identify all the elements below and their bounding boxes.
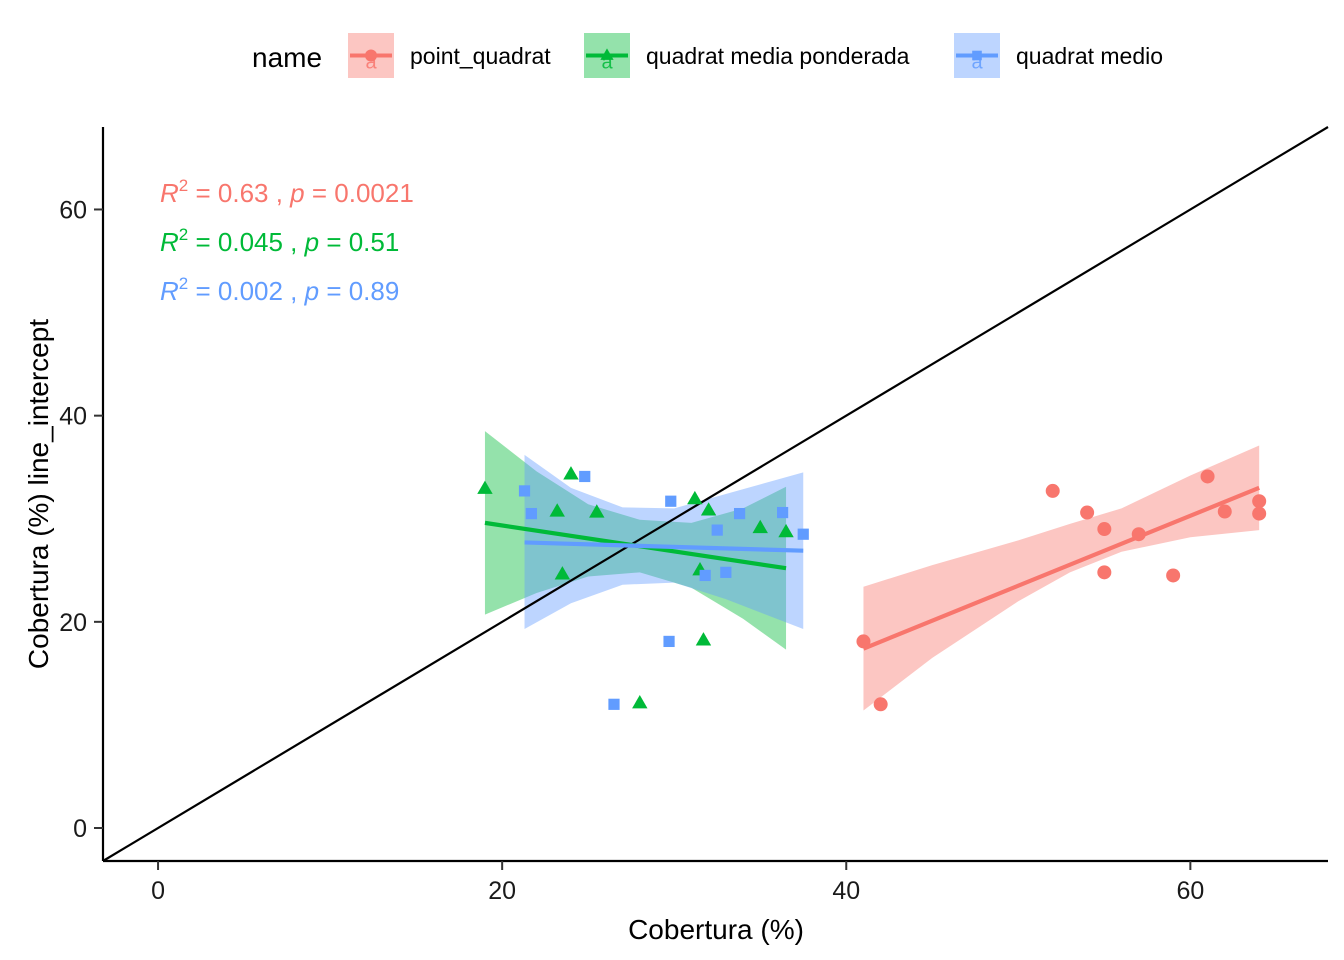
x-tick-label: 20 bbox=[488, 877, 516, 905]
data-point bbox=[856, 634, 871, 649]
confidence-bands bbox=[484, 431, 1260, 711]
data-point bbox=[1131, 527, 1146, 542]
confidence-band bbox=[484, 431, 787, 650]
data-point bbox=[699, 569, 711, 582]
y-tick-label: 40 bbox=[59, 403, 87, 431]
data-point bbox=[695, 632, 712, 646]
fit-lines bbox=[484, 485, 1260, 651]
legend-key-marker bbox=[600, 48, 614, 60]
identity-line bbox=[102, 126, 1329, 862]
x-tick-label: 0 bbox=[151, 877, 165, 905]
legend-key-letter: a bbox=[601, 52, 613, 74]
y-axis-title: Cobertura (%) line_intercept bbox=[23, 319, 54, 669]
data-point bbox=[589, 504, 605, 518]
data-point bbox=[554, 566, 571, 580]
data-point bbox=[752, 519, 768, 534]
legend: name a point_quadrat a quadrat media pondera… bbox=[252, 33, 1163, 78]
data-point bbox=[1252, 494, 1267, 509]
x-tick-label: 40 bbox=[832, 877, 860, 905]
data-point bbox=[525, 507, 538, 520]
data-point bbox=[608, 698, 620, 710]
axes: 0 20 40 60 0 20 40 60 bbox=[59, 127, 1328, 905]
legend-key-letter: a bbox=[365, 52, 377, 74]
legend-label: quadrat medio bbox=[1016, 43, 1163, 69]
stat-annotation: R2 = 0.63 , p = 0.0021 bbox=[160, 176, 414, 208]
legend-title: name bbox=[252, 42, 322, 73]
identity-line-group bbox=[102, 126, 1329, 862]
data-point bbox=[733, 507, 746, 520]
legend-item: a quadrat medio bbox=[954, 33, 1163, 78]
data-point bbox=[518, 485, 531, 497]
stat-annotation: R2 = 0.002 , p = 0.89 bbox=[160, 274, 399, 306]
y-tick-label: 20 bbox=[59, 609, 87, 637]
data-points bbox=[477, 466, 1267, 712]
data-point bbox=[711, 524, 723, 536]
data-point bbox=[1166, 568, 1181, 583]
legend-key-letter: a bbox=[971, 52, 983, 74]
data-point bbox=[665, 495, 677, 507]
stat-annotations: R2 = 0.63 , p = 0.0021 R2 = 0.045 , p = 0… bbox=[160, 176, 414, 306]
confidence-band bbox=[863, 445, 1260, 711]
data-point bbox=[1080, 505, 1095, 520]
data-point bbox=[776, 506, 789, 519]
stat-annotation: R2 = 0.045 , p = 0.51 bbox=[160, 225, 399, 257]
data-point bbox=[720, 566, 732, 578]
y-tick-label: 0 bbox=[73, 815, 87, 843]
legend-item: a quadrat media ponderada bbox=[584, 33, 910, 78]
data-point bbox=[579, 470, 591, 483]
data-point bbox=[563, 466, 579, 480]
data-point bbox=[778, 523, 794, 538]
data-point bbox=[1045, 483, 1060, 498]
data-point bbox=[477, 480, 493, 494]
legend-label: point_quadrat bbox=[410, 43, 551, 69]
y-ticks: 0 20 40 60 bbox=[59, 196, 103, 843]
confidence-band bbox=[524, 454, 804, 630]
x-tick-label: 60 bbox=[1176, 877, 1204, 905]
legend-key-marker bbox=[972, 50, 982, 61]
data-point bbox=[663, 635, 675, 648]
data-point bbox=[1217, 504, 1232, 519]
data-point bbox=[873, 697, 888, 712]
x-ticks: 0 20 40 60 bbox=[151, 861, 1204, 905]
data-point bbox=[1200, 469, 1215, 484]
data-point bbox=[797, 528, 809, 540]
data-point bbox=[687, 490, 703, 505]
data-point bbox=[1252, 506, 1267, 521]
x-axis-title: Cobertura (%) bbox=[628, 914, 804, 945]
y-tick-label: 60 bbox=[59, 196, 87, 224]
data-point bbox=[700, 502, 717, 516]
data-point bbox=[1097, 522, 1112, 537]
legend-item: a point_quadrat bbox=[348, 33, 551, 78]
data-point bbox=[1097, 565, 1112, 580]
data-point bbox=[549, 503, 565, 517]
fit-line bbox=[862, 485, 1260, 651]
legend-label: quadrat media ponderada bbox=[646, 43, 910, 69]
data-point bbox=[632, 695, 648, 709]
plot-area: R2 = 0.63 , p = 0.0021 R2 = 0.045 , p = 0… bbox=[102, 126, 1329, 862]
fit-line bbox=[524, 540, 804, 553]
legend-key-marker bbox=[365, 49, 377, 62]
